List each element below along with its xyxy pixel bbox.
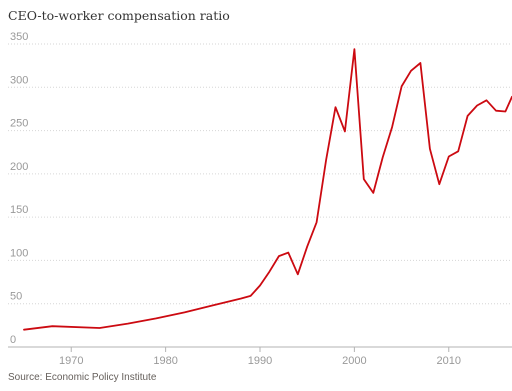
data-point <box>51 325 54 328</box>
data-point <box>428 147 431 150</box>
y-tick-label: 150 <box>10 204 28 216</box>
data-point <box>126 322 129 325</box>
data-point <box>296 273 299 276</box>
y-tick-label: 200 <box>10 161 28 173</box>
data-point <box>240 297 243 300</box>
x-tick-label: 1970 <box>59 355 83 367</box>
y-tick-label: 300 <box>10 74 28 86</box>
x-tick-label: 1990 <box>248 355 272 367</box>
data-point <box>315 221 318 224</box>
series-line-0 <box>23 48 512 331</box>
data-point <box>325 159 328 162</box>
data-point <box>334 106 337 109</box>
data-point <box>362 178 365 181</box>
data-point <box>343 130 346 133</box>
x-axis-ticks: 1970 1980 1990 2000 2010 <box>59 347 461 367</box>
data-point <box>476 104 479 107</box>
y-tick-label: 50 <box>10 291 22 303</box>
y-axis-ticks: 0 50 100 150 200 250 300 350 <box>10 31 28 346</box>
y-tick-label: 100 <box>10 247 28 259</box>
data-point <box>504 110 507 113</box>
gridlines <box>8 43 512 348</box>
data-point <box>287 251 290 254</box>
y-tick-label: 0 <box>10 334 16 346</box>
data-point <box>353 48 356 51</box>
x-tick-label: 1980 <box>153 355 177 367</box>
data-point <box>211 304 214 307</box>
data-point <box>410 69 413 72</box>
data-point <box>98 326 101 329</box>
data-point <box>381 156 384 159</box>
x-tick-label: 2010 <box>437 355 461 367</box>
data-point <box>485 99 488 102</box>
data-point <box>155 317 158 320</box>
data-point <box>466 114 469 117</box>
y-tick-label: 250 <box>10 118 28 130</box>
chart-title: CEO-to-worker compensation ratio <box>8 8 230 23</box>
data-point <box>494 109 497 112</box>
chart-source: Source: Economic Policy Institute <box>8 372 157 383</box>
data-point <box>23 328 26 331</box>
y-tick-label: 350 <box>10 31 28 43</box>
data-point <box>447 155 450 158</box>
data-point <box>419 62 422 65</box>
data-point <box>372 191 375 194</box>
data-point <box>268 270 271 273</box>
series-layer <box>23 48 512 331</box>
data-point <box>391 126 394 129</box>
data-point <box>457 150 460 153</box>
data-point <box>306 245 309 248</box>
data-point <box>249 294 252 297</box>
data-point <box>400 85 403 88</box>
x-tick-label: 2000 <box>342 355 366 367</box>
data-point <box>277 255 280 258</box>
data-point <box>259 284 262 287</box>
data-point <box>183 311 186 314</box>
data-point <box>438 183 441 186</box>
